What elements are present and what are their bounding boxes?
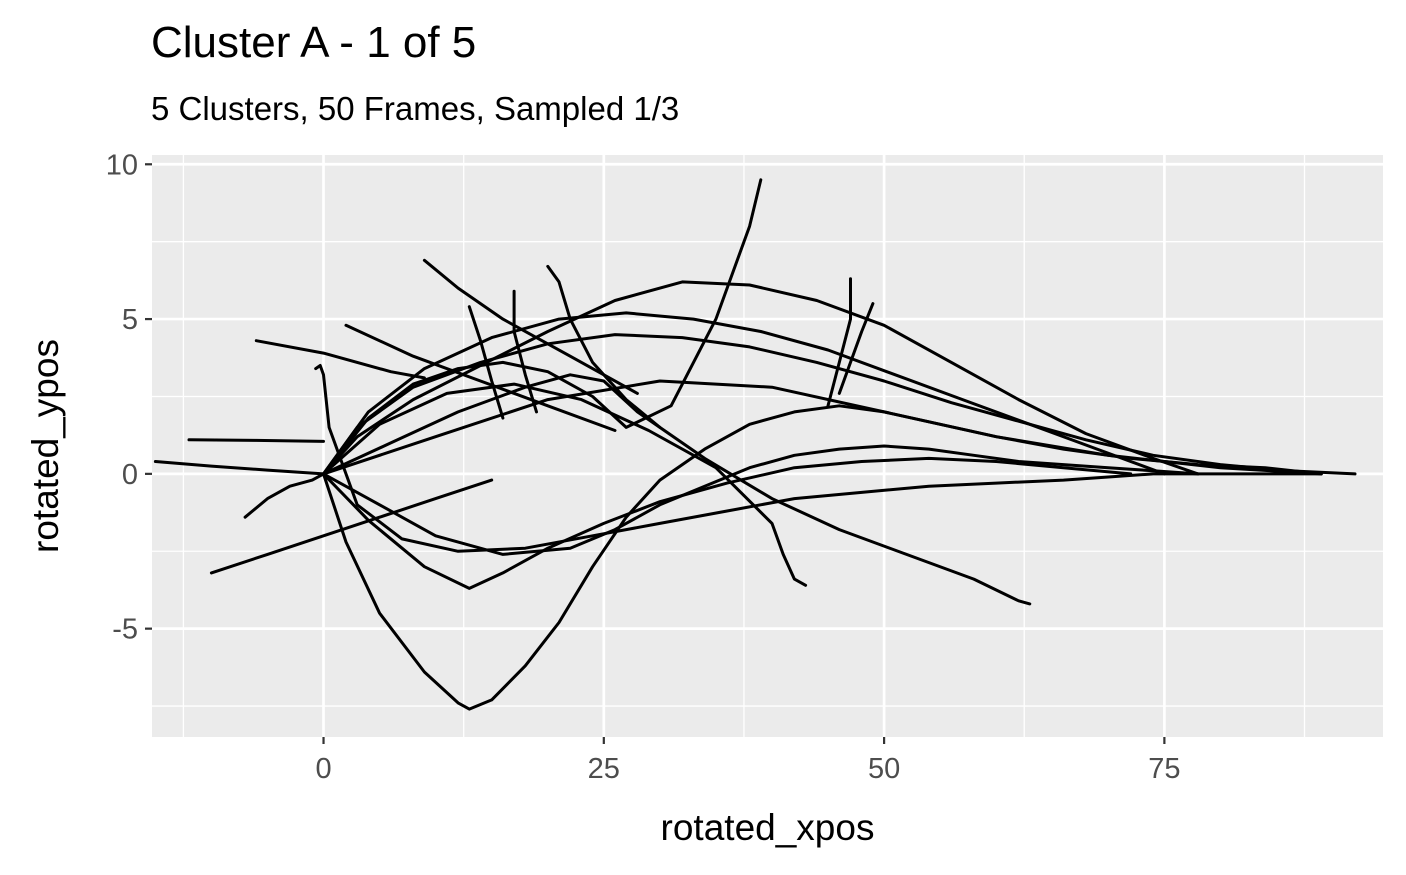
- series-line-5: [322, 280, 1200, 476]
- series-line-17: [344, 323, 617, 432]
- series-lines: [153, 178, 1357, 711]
- y-tick-label: 0: [122, 459, 138, 491]
- series-line-15: [243, 472, 325, 519]
- y-tick-label: 10: [106, 149, 138, 181]
- series-line-13: [254, 339, 426, 380]
- series-line-23: [322, 379, 1323, 476]
- series-line-9: [322, 373, 1032, 606]
- series-line-6: [322, 444, 1200, 556]
- series-line-10: [322, 382, 808, 587]
- y-axis-title: rotated_ypos: [25, 339, 66, 553]
- series-line-20: [512, 289, 538, 414]
- series-line-16: [422, 258, 639, 395]
- grid-minor: [152, 155, 1383, 737]
- series-line-11: [153, 460, 325, 476]
- axis-ticks: [145, 163, 1166, 744]
- x-tick-label: 75: [1148, 753, 1180, 785]
- series-line-21: [826, 277, 852, 408]
- x-tick-label: 0: [315, 753, 331, 785]
- y-tick-label: 5: [122, 304, 138, 336]
- y-tick-label: -5: [112, 614, 138, 646]
- series-line-3: [322, 178, 763, 476]
- series-line-8: [322, 456, 1133, 590]
- series-line-18: [546, 264, 662, 429]
- series-line-12: [187, 438, 325, 443]
- x-tick-label: 50: [868, 753, 900, 785]
- chart-title: Cluster A - 1 of 5: [151, 18, 477, 67]
- series-line-14: [209, 478, 494, 575]
- x-axis-title: rotated_xpos: [661, 807, 875, 848]
- grid-major: [152, 155, 1383, 737]
- chart-subtitle: 5 Clusters, 50 Frames, Sampled 1/3: [151, 90, 680, 127]
- x-tick-label: 25: [588, 753, 620, 785]
- series-line-1: [322, 333, 1357, 476]
- series-line-22: [837, 302, 875, 395]
- tick-labels: 0 25 50 75 -5 0 5 10: [106, 149, 1181, 785]
- series-line-19: [467, 305, 505, 420]
